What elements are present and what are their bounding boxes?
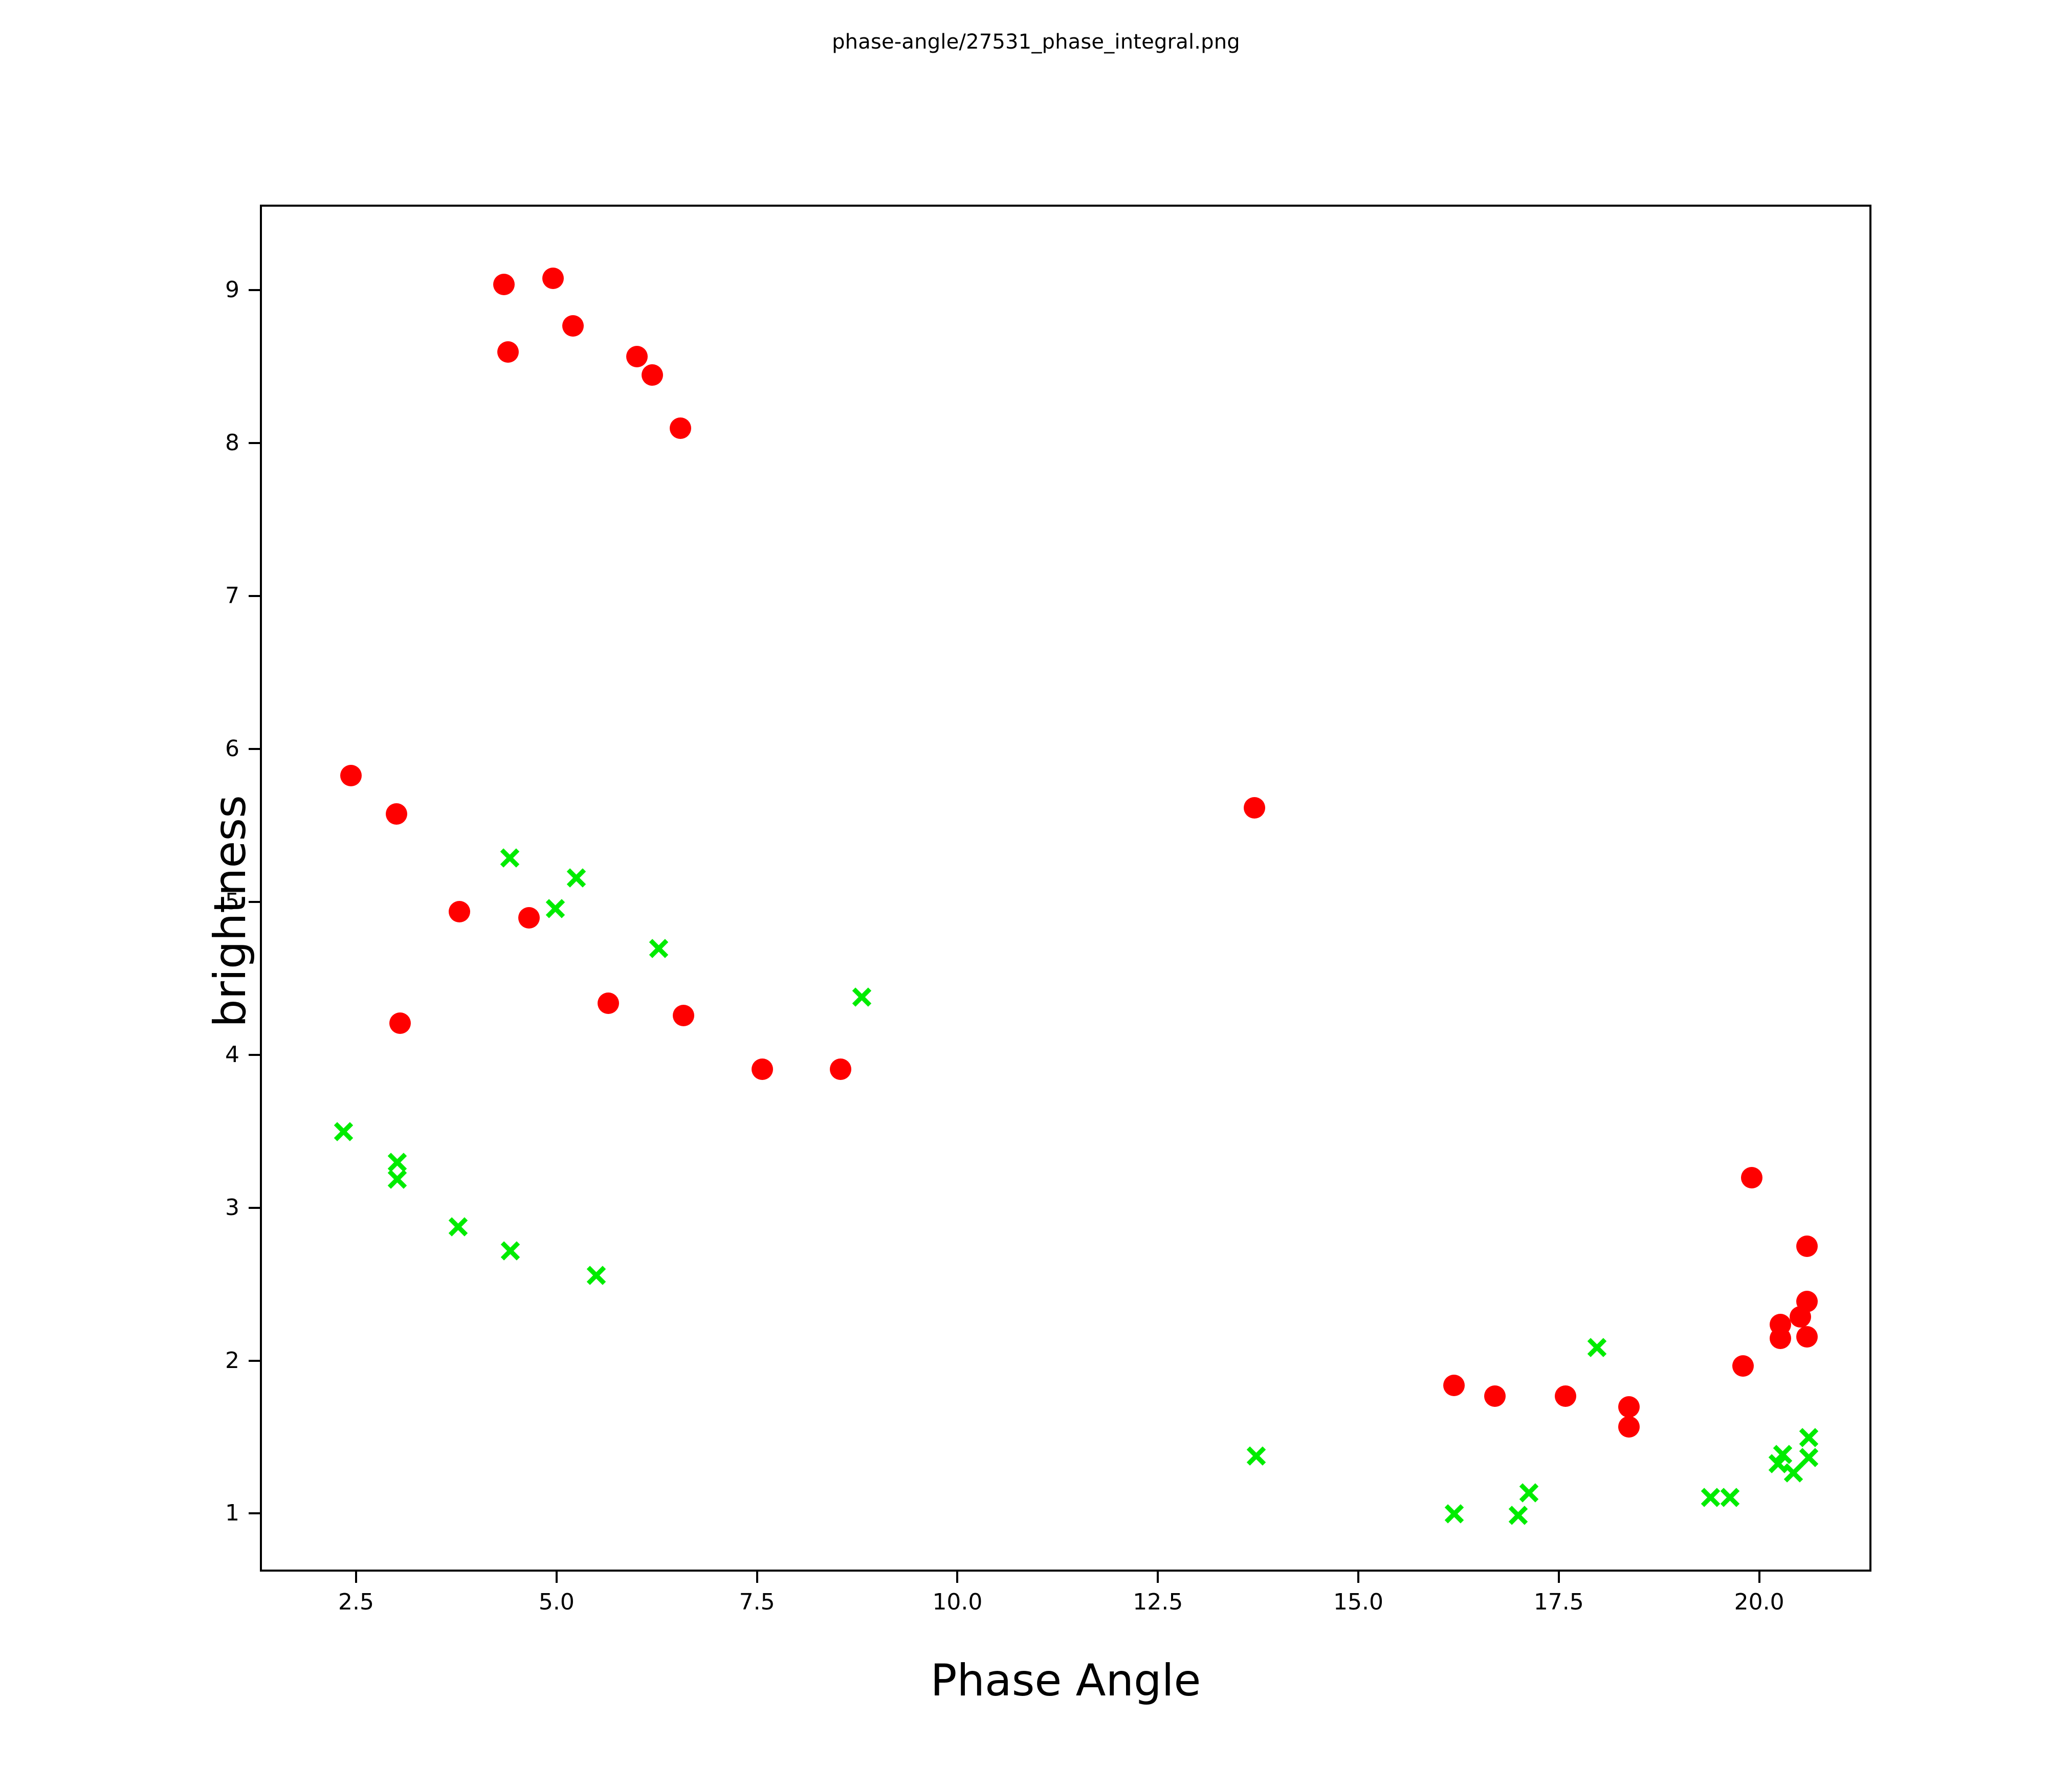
data-point-cross xyxy=(1245,1445,1267,1467)
data-point-circle xyxy=(389,1012,411,1034)
y-tick-mark xyxy=(249,442,260,445)
data-point-circle xyxy=(497,341,519,363)
data-point-circle xyxy=(1484,1385,1506,1407)
x-tick-mark xyxy=(1357,1572,1359,1583)
data-point-circle xyxy=(598,992,619,1014)
data-point-circle xyxy=(1796,1236,1818,1257)
x-tick-mark xyxy=(1758,1572,1760,1583)
data-point-circle xyxy=(1555,1385,1577,1407)
x-tick-label: 15.0 xyxy=(1333,1589,1383,1615)
x-tick-mark xyxy=(355,1572,358,1583)
data-point-circle xyxy=(830,1058,852,1080)
data-point-cross xyxy=(1718,1486,1741,1509)
data-point-circle xyxy=(1732,1355,1754,1377)
y-tick-label: 6 xyxy=(225,736,239,762)
x-tick-label: 7.5 xyxy=(739,1589,775,1615)
x-tick-label: 5.0 xyxy=(538,1589,575,1615)
data-point-cross xyxy=(498,847,521,869)
data-point-circle xyxy=(1770,1327,1792,1349)
data-point-cross xyxy=(1443,1503,1465,1525)
y-tick-label: 9 xyxy=(225,277,239,303)
data-point-circle xyxy=(386,803,408,825)
y-tick-label: 8 xyxy=(225,430,239,456)
data-point-cross xyxy=(1517,1482,1540,1504)
plot-axes-frame xyxy=(260,205,1871,1572)
x-tick-label: 10.0 xyxy=(932,1589,983,1615)
data-point-circle xyxy=(670,417,692,439)
x-tick-label: 2.5 xyxy=(338,1589,374,1615)
x-tick-mark xyxy=(555,1572,558,1583)
data-point-circle xyxy=(642,364,664,386)
y-tick-mark xyxy=(249,1359,260,1362)
x-tick-label: 12.5 xyxy=(1133,1589,1183,1615)
y-tick-mark xyxy=(249,595,260,598)
data-point-circle xyxy=(518,907,540,929)
data-point-cross xyxy=(386,1168,409,1190)
y-tick-mark xyxy=(249,1206,260,1209)
y-tick-mark xyxy=(249,900,260,903)
data-point-circle xyxy=(340,764,362,786)
y-tick-label: 5 xyxy=(225,888,239,915)
data-point-circle xyxy=(1618,1396,1640,1418)
x-axis-label: Phase Angle xyxy=(930,1655,1201,1706)
data-point-cross xyxy=(565,867,587,889)
data-point-cross xyxy=(585,1264,608,1287)
y-axis-label: brightness xyxy=(205,795,256,1027)
data-point-cross xyxy=(1772,1443,1794,1466)
data-point-circle xyxy=(448,900,470,922)
data-point-cross xyxy=(447,1216,470,1238)
data-point-circle xyxy=(1796,1326,1818,1348)
y-tick-mark xyxy=(249,1512,260,1515)
x-tick-mark xyxy=(1157,1572,1159,1583)
y-tick-mark xyxy=(249,748,260,751)
data-point-circle xyxy=(626,345,648,367)
data-point-cross xyxy=(648,937,670,960)
x-tick-label: 20.0 xyxy=(1734,1589,1784,1615)
y-tick-label: 7 xyxy=(225,583,239,609)
data-point-cross xyxy=(1507,1504,1530,1527)
data-point-cross xyxy=(1797,1426,1820,1449)
y-tick-mark xyxy=(249,1053,260,1056)
x-tick-mark xyxy=(956,1572,959,1583)
data-point-circle xyxy=(673,1005,695,1027)
data-point-circle xyxy=(1796,1290,1818,1312)
data-point-cross xyxy=(499,1240,522,1262)
x-tick-mark xyxy=(756,1572,758,1583)
data-point-circle xyxy=(1770,1313,1792,1335)
y-tick-label: 3 xyxy=(225,1194,239,1221)
data-point-circle xyxy=(1790,1306,1812,1328)
data-point-cross xyxy=(386,1151,409,1174)
data-point-circle xyxy=(562,315,584,337)
y-tick-label: 1 xyxy=(225,1500,239,1527)
x-tick-mark xyxy=(1557,1572,1560,1583)
data-point-cross xyxy=(1585,1336,1608,1359)
data-point-cross xyxy=(1700,1486,1722,1509)
data-point-circle xyxy=(1740,1166,1762,1188)
y-tick-label: 4 xyxy=(225,1041,239,1068)
data-point-circle xyxy=(751,1058,773,1080)
plot-data-area xyxy=(262,207,1869,1570)
data-point-circle xyxy=(1244,797,1266,819)
data-point-cross xyxy=(544,897,567,920)
data-point-cross xyxy=(333,1120,355,1143)
data-point-cross xyxy=(1767,1452,1790,1475)
data-point-circle xyxy=(493,274,515,296)
data-point-circle xyxy=(1443,1375,1465,1397)
y-tick-mark xyxy=(249,289,260,292)
data-point-cross xyxy=(1797,1446,1820,1469)
data-point-circle xyxy=(542,268,564,290)
data-point-cross xyxy=(1782,1462,1804,1484)
y-tick-label: 2 xyxy=(225,1347,239,1374)
data-point-cross xyxy=(850,986,873,1008)
data-point-circle xyxy=(1618,1416,1640,1438)
x-tick-label: 17.5 xyxy=(1533,1589,1584,1615)
figure-title: phase-angle/27531_phase_integral.png xyxy=(832,30,1240,54)
